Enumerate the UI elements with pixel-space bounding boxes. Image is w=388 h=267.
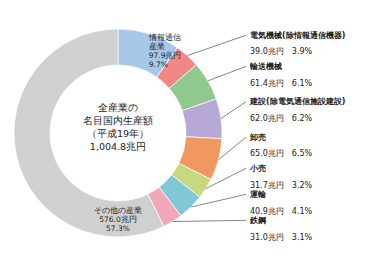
- svg-text:小売: 小売: [249, 164, 266, 173]
- svg-text:40.9兆円 4.1%: 40.9兆円 4.1%: [250, 207, 313, 216]
- html-text:全産業の 名目国内生産額 （平成19年） 1,004.8兆円: 全産業の 名目国内生産額 （平成19年） 1,004.8兆円: [83, 102, 153, 152]
- svg-text:卸売: 卸売: [249, 133, 266, 142]
- svg-text:運輸: 運輸: [249, 190, 267, 199]
- svg-text:62.0兆円 6.2%: 62.0兆円 6.2%: [250, 114, 313, 123]
- svg-text:鉄鋼: 鉄鋼: [249, 216, 266, 225]
- svg-text:65.0兆円 6.5%: 65.0兆円 6.5%: [250, 149, 313, 158]
- svg-text:31.0兆円 3.1%: 31.0兆円 3.1%: [250, 233, 313, 242]
- svg-text:61.4兆円 6.1%: 61.4兆円 6.1%: [250, 79, 313, 88]
- svg-text:情報通信産業97.9兆円9.7%: 情報通信産業97.9兆円9.7%: [148, 33, 182, 69]
- svg-text:輸送機械: 輸送機械: [249, 62, 282, 71]
- svg-text:31.7兆円 3.2%: 31.7兆円 3.2%: [250, 181, 313, 190]
- svg-text:電気機械(除情報通信機器): 電気機械(除情報通信機器): [250, 31, 345, 40]
- svg-text:建設(除電気通信施設建設): 建設(除電気通信施設建設): [249, 97, 345, 106]
- svg-text:その他の産業576.0兆円57.3%: その他の産業576.0兆円57.3%: [94, 206, 142, 233]
- svg-text:39.0兆円 3.9%: 39.0兆円 3.9%: [250, 47, 313, 56]
